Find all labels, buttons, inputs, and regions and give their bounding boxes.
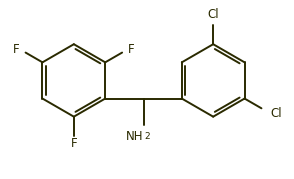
- Text: NH: NH: [126, 130, 143, 143]
- Text: 2: 2: [144, 132, 150, 141]
- Text: F: F: [71, 137, 77, 150]
- Text: F: F: [13, 43, 19, 56]
- Text: Cl: Cl: [270, 107, 282, 120]
- Text: Cl: Cl: [207, 8, 219, 21]
- Text: F: F: [128, 43, 135, 56]
